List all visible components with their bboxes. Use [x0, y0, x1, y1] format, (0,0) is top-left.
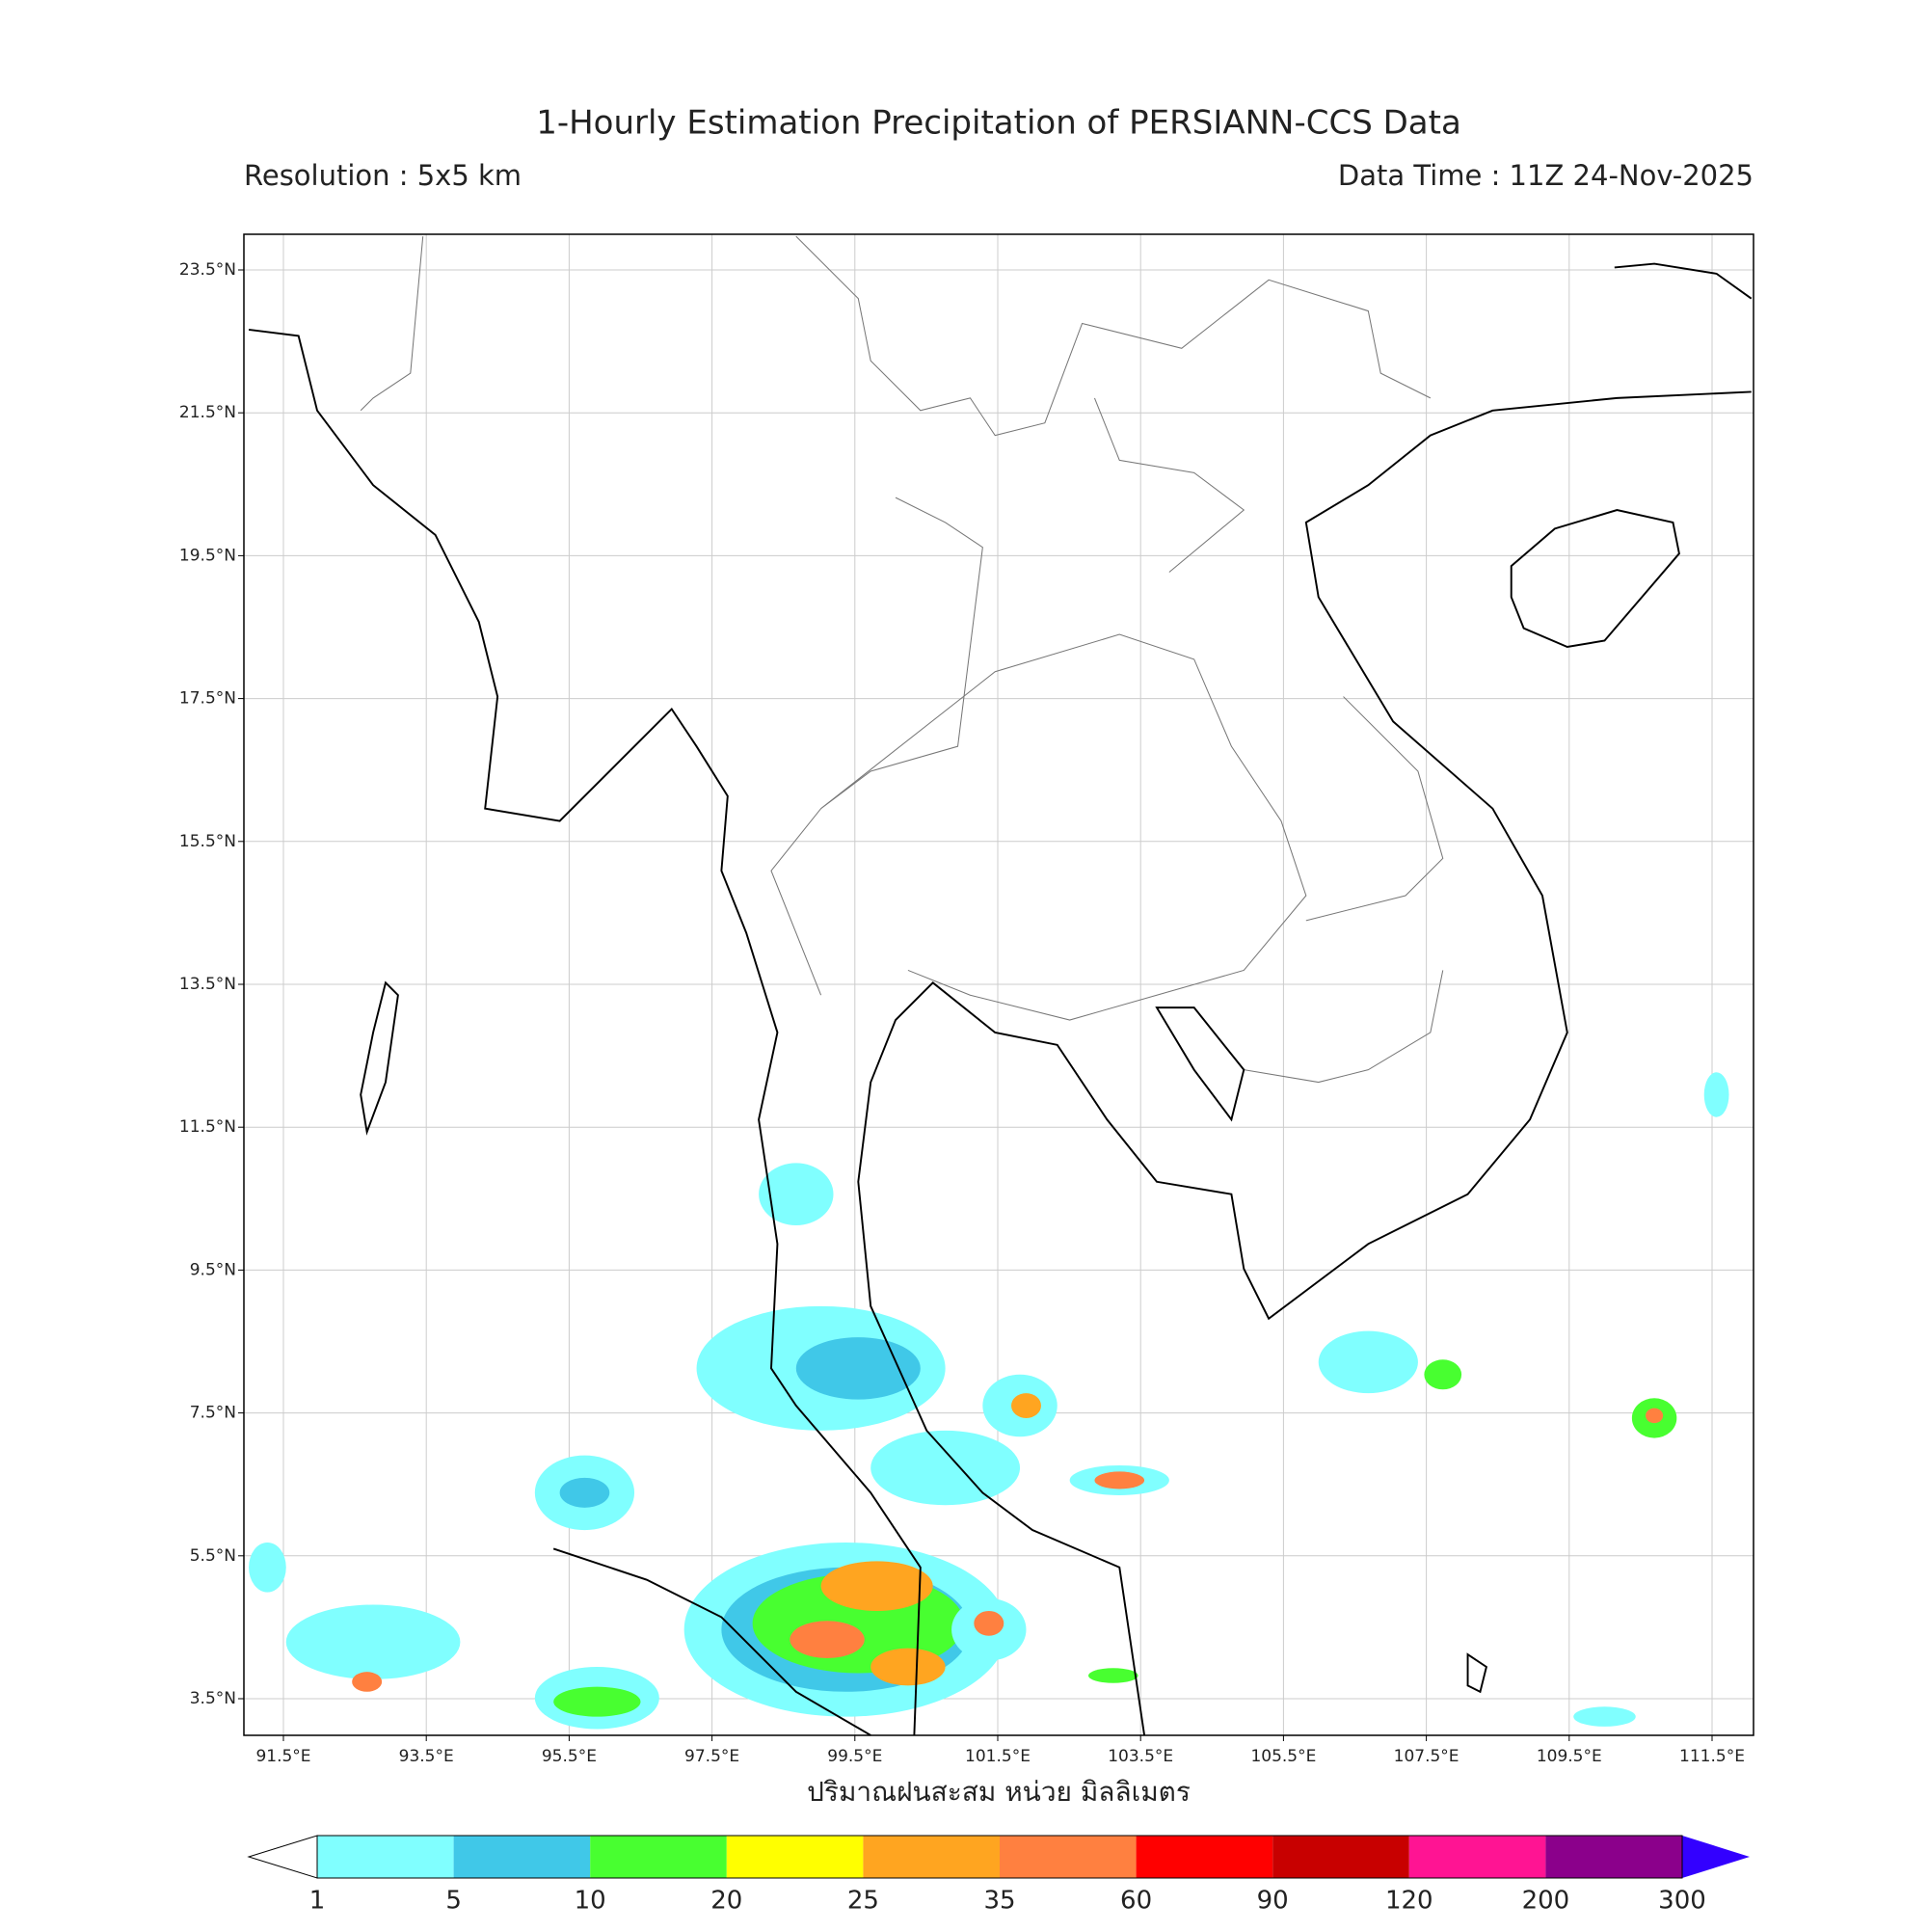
lat-tick-label: 23.5°N [179, 260, 236, 280]
colorbar-box [726, 1836, 864, 1878]
colorbar-label: 35 [983, 1887, 1015, 1916]
precipitation [249, 1072, 1729, 1730]
rain-area [1094, 1471, 1145, 1489]
lon-tick-label: 111.5°E [1679, 1747, 1745, 1766]
lat-tick-label: 11.5°N [179, 1117, 236, 1137]
rain-area [1088, 1668, 1138, 1683]
resolution: Resolution : 5x5 km [244, 159, 522, 192]
colorbar-box [453, 1836, 591, 1878]
rain-area [1424, 1359, 1462, 1390]
colorbar-frame [316, 1835, 1683, 1879]
colorbar-label: 90 [1257, 1887, 1289, 1916]
rain-area [795, 1337, 921, 1400]
x-axis-label: ปริมาณฝนสะสม หน่วย มิลลิเมตร [807, 1776, 1191, 1808]
lon-tick-label: 93.5°E [399, 1747, 454, 1766]
rain-area [1011, 1393, 1041, 1418]
lon-tick-label: 107.5°E [1394, 1747, 1459, 1766]
rain-area [1646, 1408, 1664, 1424]
lat-tick-label: 7.5°N [190, 1404, 236, 1423]
colorbar: 1 5 10 20 25 35 60 90 120 200 300 [247, 1835, 1750, 1916]
lat-tick-label: 3.5°N [190, 1689, 236, 1708]
map-layer [248, 235, 1753, 1736]
colorbar-box [590, 1836, 727, 1878]
colorbar-label: 60 [1120, 1887, 1152, 1916]
lon-tick-label: 99.5°E [827, 1747, 882, 1766]
colorbar-label: 20 [710, 1887, 742, 1916]
colorbar-box [863, 1836, 1000, 1878]
lat-tick-label: 9.5°N [190, 1260, 236, 1279]
colorbar-box [1408, 1836, 1546, 1878]
axis-ticks: 23.5°N 21.5°N 19.5°N 17.5°N 15.5°N 13.5°N 11.5… [179, 260, 1745, 1766]
rain-area [759, 1163, 834, 1225]
rain-area [559, 1477, 610, 1508]
colorbar-label: 200 [1522, 1887, 1570, 1916]
colorbar-label: 300 [1658, 1887, 1706, 1916]
rain-area [553, 1686, 641, 1717]
lon-tick-label: 101.5°E [965, 1747, 1031, 1766]
colorbar-label: 1 [309, 1887, 326, 1916]
lon-tick-label: 105.5°E [1250, 1747, 1316, 1766]
lat-tick-label: 19.5°N [179, 546, 236, 565]
borders [360, 235, 1444, 1084]
lat-tick-label: 5.5°N [190, 1546, 236, 1566]
lon-tick-label: 95.5°E [542, 1747, 597, 1766]
colorbar-over [1682, 1836, 1750, 1878]
lon-tick-label: 109.5°E [1537, 1747, 1602, 1766]
rain-area [820, 1561, 933, 1611]
colorbar-label: 25 [847, 1887, 879, 1916]
rain-area [790, 1621, 865, 1658]
rain-area [1703, 1072, 1729, 1117]
colorbar-box [1545, 1836, 1682, 1878]
lat-tick-label: 13.5°N [179, 975, 236, 994]
rain-area [974, 1610, 1004, 1636]
colorbar-under [247, 1835, 318, 1879]
rain-area [870, 1430, 1021, 1506]
colorbar-box [1000, 1836, 1137, 1878]
grid [244, 234, 1754, 1735]
rain-area [870, 1648, 946, 1686]
data-time: Data Time : 11Z 24-Nov-2025 [1338, 159, 1754, 192]
rain-area [285, 1604, 461, 1679]
lon-tick-label: 103.5°E [1108, 1747, 1173, 1766]
lon-tick-label: 97.5°E [684, 1747, 739, 1766]
colorbar-label: 5 [445, 1887, 462, 1916]
lon-tick-label: 91.5°E [255, 1747, 310, 1766]
lat-tick-label: 17.5°N [179, 689, 236, 709]
title: 1-Hourly Estimation Precipitation of PER… [536, 104, 1461, 143]
colorbar-box [317, 1836, 454, 1878]
colorbar-box [1272, 1836, 1409, 1878]
rain-area [249, 1542, 286, 1593]
lat-tick-label: 15.5°N [179, 832, 236, 851]
colorbar-label: 10 [575, 1887, 606, 1916]
lat-tick-label: 21.5°N [179, 403, 236, 422]
coastline [248, 262, 1753, 1736]
rain-area [1318, 1330, 1418, 1394]
colorbar-label: 120 [1385, 1887, 1433, 1916]
rain-area [352, 1672, 383, 1692]
rain-area [1573, 1706, 1636, 1727]
colorbar-box [1136, 1836, 1273, 1878]
